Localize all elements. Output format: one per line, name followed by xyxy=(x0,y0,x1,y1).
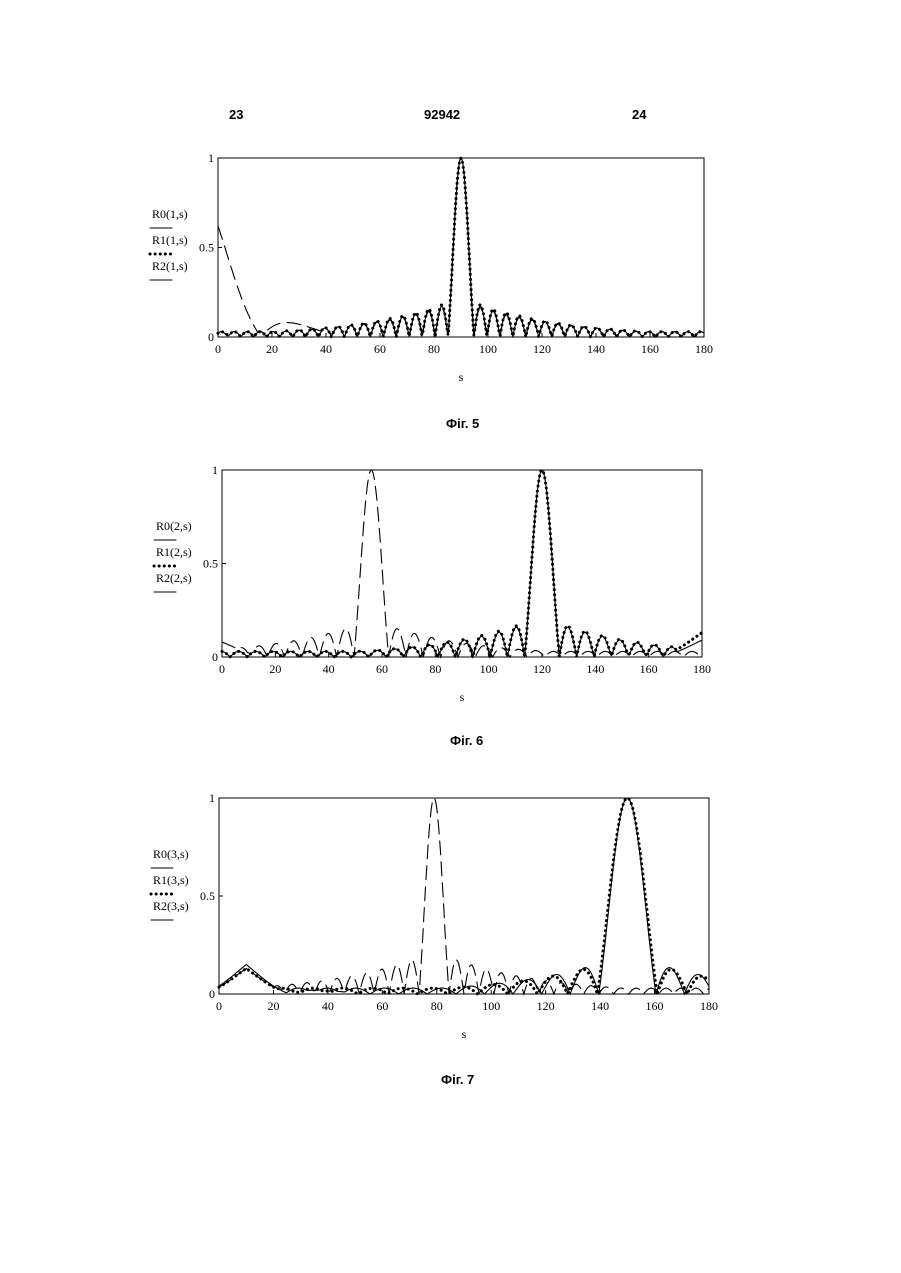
y-tick-label: 0 xyxy=(212,650,218,664)
series-line-dotted xyxy=(222,470,702,657)
patent-number: 92942 xyxy=(424,107,460,122)
legend-label: R1(1,s) xyxy=(152,233,188,247)
plot-frame xyxy=(222,470,702,657)
x-tick-label: 20 xyxy=(266,342,278,356)
y-tick-label: 0 xyxy=(208,330,214,344)
series-line-dashed xyxy=(222,470,702,657)
x-tick-label: 140 xyxy=(591,999,609,1013)
x-tick-label: 160 xyxy=(640,662,658,676)
legend-label: R1(3,s) xyxy=(153,873,189,887)
legend-label: R2(1,s) xyxy=(152,259,188,273)
page-number-right: 24 xyxy=(632,107,646,122)
series-line-solid xyxy=(219,798,709,994)
figure-7-chart: 0 20 40 60 80 100 120 140 160 180 0 0.5 1 s R0(3,s) R1(… xyxy=(0,790,901,1040)
x-tick-label: 100 xyxy=(482,999,500,1013)
series-line-solid xyxy=(218,158,704,337)
x-tick-label: 80 xyxy=(428,342,440,356)
x-tick-label: 100 xyxy=(480,662,498,676)
x-tick-label: 60 xyxy=(376,662,388,676)
plot-frame xyxy=(218,158,704,337)
x-tick-label: 20 xyxy=(267,999,279,1013)
x-tick-label: 40 xyxy=(320,342,332,356)
x-tick-label: 60 xyxy=(374,342,386,356)
x-axis-label: s xyxy=(462,1027,467,1040)
x-tick-label: 180 xyxy=(693,662,711,676)
y-tick-label: 0.5 xyxy=(203,557,218,571)
x-tick-label: 100 xyxy=(479,342,497,356)
figure-5-caption: Фіг. 5 xyxy=(446,416,479,431)
x-tick-label: 120 xyxy=(533,662,551,676)
x-tick-label: 140 xyxy=(586,662,604,676)
x-tick-label: 40 xyxy=(322,999,334,1013)
y-tick-label: 1 xyxy=(209,791,215,805)
y-tick-label: 1 xyxy=(208,151,214,165)
x-tick-label: 120 xyxy=(533,342,551,356)
x-tick-label: 160 xyxy=(646,999,664,1013)
x-tick-label: 140 xyxy=(587,342,605,356)
x-tick-label: 0 xyxy=(215,342,221,356)
plot-frame xyxy=(219,798,709,994)
x-axis-label: s xyxy=(459,370,464,384)
legend-label: R0(3,s) xyxy=(153,847,189,861)
legend-label: R0(2,s) xyxy=(156,519,192,533)
x-tick-label: 80 xyxy=(429,662,441,676)
x-axis-label: s xyxy=(460,690,465,704)
x-tick-label: 80 xyxy=(431,999,443,1013)
page-number-left: 23 xyxy=(229,107,243,122)
y-tick-label: 0.5 xyxy=(200,889,215,903)
figure-6-caption: Фіг. 6 xyxy=(450,733,483,748)
legend-label: R2(3,s) xyxy=(153,899,189,913)
x-tick-label: 20 xyxy=(269,662,281,676)
series-line-dashed xyxy=(219,798,709,994)
series-line-solid xyxy=(222,470,702,657)
series-line-dotted xyxy=(218,158,704,337)
y-tick-label: 1 xyxy=(212,463,218,477)
x-tick-label: 40 xyxy=(323,662,335,676)
figure-6-chart: 0 20 40 60 80 100 120 140 160 180 0 0.5 1 s R0(2,s) R1(… xyxy=(0,462,901,712)
series-line-dotted xyxy=(219,798,709,994)
series-line-dashed xyxy=(218,158,704,337)
y-tick-label: 0.5 xyxy=(199,241,214,255)
legend-label: R1(2,s) xyxy=(156,545,192,559)
legend-label: R2(2,s) xyxy=(156,571,192,585)
x-tick-label: 60 xyxy=(376,999,388,1013)
x-tick-label: 0 xyxy=(216,999,222,1013)
figure-5-chart: 0 20 40 60 80 100 120 140 160 180 0 0.5 1 s R0(1,s) R1(… xyxy=(0,150,901,400)
legend-label: R0(1,s) xyxy=(152,207,188,221)
y-tick-label: 0 xyxy=(209,987,215,1001)
x-tick-label: 180 xyxy=(700,999,718,1013)
x-tick-label: 0 xyxy=(219,662,225,676)
x-tick-label: 120 xyxy=(537,999,555,1013)
x-tick-label: 180 xyxy=(695,342,713,356)
x-tick-label: 160 xyxy=(641,342,659,356)
figure-7-caption: Фіг. 7 xyxy=(441,1072,474,1087)
